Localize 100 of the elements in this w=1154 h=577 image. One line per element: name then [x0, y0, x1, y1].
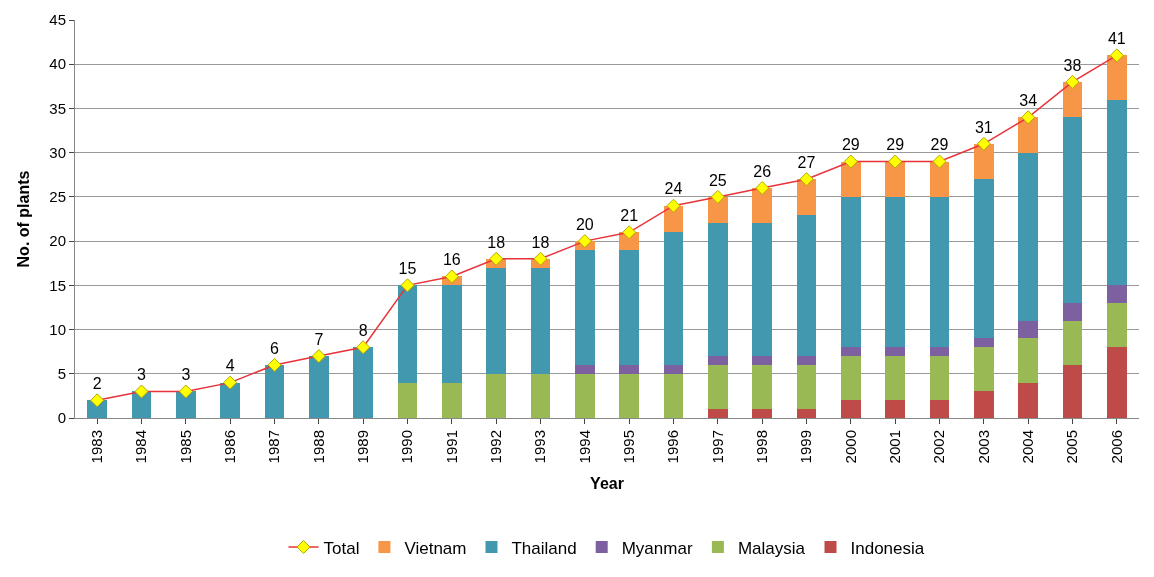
data-label: 18	[531, 233, 550, 251]
bar	[1106, 347, 1127, 418]
x-tick-label: 2000	[841, 430, 859, 464]
bar	[707, 223, 728, 357]
x-tick-label: 1985	[176, 430, 194, 464]
y-tick-label: 20	[49, 232, 66, 250]
data-label: 7	[314, 330, 324, 348]
legend-label: Total	[323, 538, 360, 558]
bar	[973, 143, 994, 180]
y-tick-label: 10	[49, 320, 66, 338]
data-label: 34	[1019, 92, 1038, 110]
bar	[663, 232, 684, 365]
x-tick-label: 1989	[354, 430, 372, 464]
x-tick-label: 1992	[487, 430, 505, 464]
bar	[1106, 285, 1127, 304]
data-label: 27	[797, 153, 816, 171]
x-tick-label: 1994	[575, 430, 593, 464]
bar	[973, 338, 994, 348]
data-label: 20	[575, 215, 594, 233]
data-label: 29	[930, 136, 949, 154]
bar	[973, 347, 994, 392]
x-tick-label: 2002	[930, 430, 948, 464]
x-tick-label: 1995	[620, 430, 638, 464]
bar	[796, 364, 817, 410]
bar	[929, 347, 950, 357]
bar	[885, 161, 906, 197]
bar	[397, 285, 418, 383]
bar	[885, 347, 906, 357]
bar	[574, 249, 595, 365]
x-tick-label: 1990	[398, 430, 416, 464]
data-label: 18	[487, 233, 506, 251]
bar	[840, 161, 861, 197]
bar	[663, 364, 684, 374]
bar	[1106, 55, 1127, 100]
bar	[574, 364, 595, 374]
x-tick-label: 1998	[753, 430, 771, 464]
data-label: 4	[225, 357, 235, 375]
data-label: 29	[886, 136, 905, 154]
data-label: 26	[753, 162, 772, 180]
bar	[752, 223, 773, 357]
x-tick-label: 1997	[708, 430, 726, 464]
data-label: 2	[92, 375, 102, 393]
bar	[619, 364, 640, 374]
y-tick-label: 35	[49, 99, 66, 117]
bar	[885, 400, 906, 418]
bar	[1018, 320, 1039, 339]
data-label: 25	[708, 171, 727, 189]
x-tick-label: 1999	[797, 430, 815, 464]
bar	[1018, 382, 1039, 418]
bar	[973, 179, 994, 339]
bar	[707, 364, 728, 410]
data-label: 3	[137, 366, 147, 384]
data-label: 3	[181, 366, 191, 384]
bar	[973, 391, 994, 418]
bar	[264, 364, 285, 418]
bar	[1062, 117, 1083, 304]
bar	[574, 373, 595, 418]
bar	[840, 196, 861, 348]
x-tick-label: 2001	[886, 430, 904, 464]
data-label: 41	[1107, 30, 1126, 48]
x-tick-label: 1986	[221, 430, 239, 464]
bar	[796, 356, 817, 365]
bar	[530, 373, 551, 418]
legend-label: Vietnam	[404, 538, 467, 558]
bar	[752, 409, 773, 418]
bar	[840, 347, 861, 357]
bar	[796, 409, 817, 418]
x-tick-label: 1991	[442, 430, 460, 464]
bar	[220, 382, 241, 418]
legend-label: Indonesia	[850, 538, 925, 558]
x-tick-label: 1996	[664, 430, 682, 464]
x-tick-label: 1983	[88, 430, 106, 464]
x-tick-label: 2003	[974, 430, 992, 464]
bar	[929, 196, 950, 348]
bar	[530, 267, 551, 374]
data-label: 31	[974, 118, 993, 136]
y-axis-title: No. of plants	[15, 170, 33, 268]
data-label: 24	[664, 180, 683, 198]
bar	[752, 356, 773, 365]
x-tick-label: 1993	[531, 430, 549, 464]
data-label: 8	[358, 321, 368, 339]
data-label: 29	[841, 136, 860, 154]
bar	[397, 382, 418, 418]
y-tick-label: 30	[49, 143, 66, 161]
y-tick-label: 5	[57, 365, 66, 383]
bar	[308, 356, 329, 418]
x-tick-label: 2004	[1019, 430, 1037, 464]
bar	[752, 188, 773, 224]
bar	[619, 373, 640, 418]
bar	[929, 400, 950, 418]
bar	[840, 356, 861, 401]
data-label: 38	[1063, 56, 1082, 74]
bar	[441, 382, 462, 418]
bar	[707, 356, 728, 365]
bar	[929, 356, 950, 401]
bar	[663, 373, 684, 418]
legend-label: Malaysia	[737, 538, 806, 558]
x-tick-label: 1988	[309, 430, 327, 464]
bar	[353, 347, 374, 418]
x-tick-label: 1984	[132, 430, 150, 464]
